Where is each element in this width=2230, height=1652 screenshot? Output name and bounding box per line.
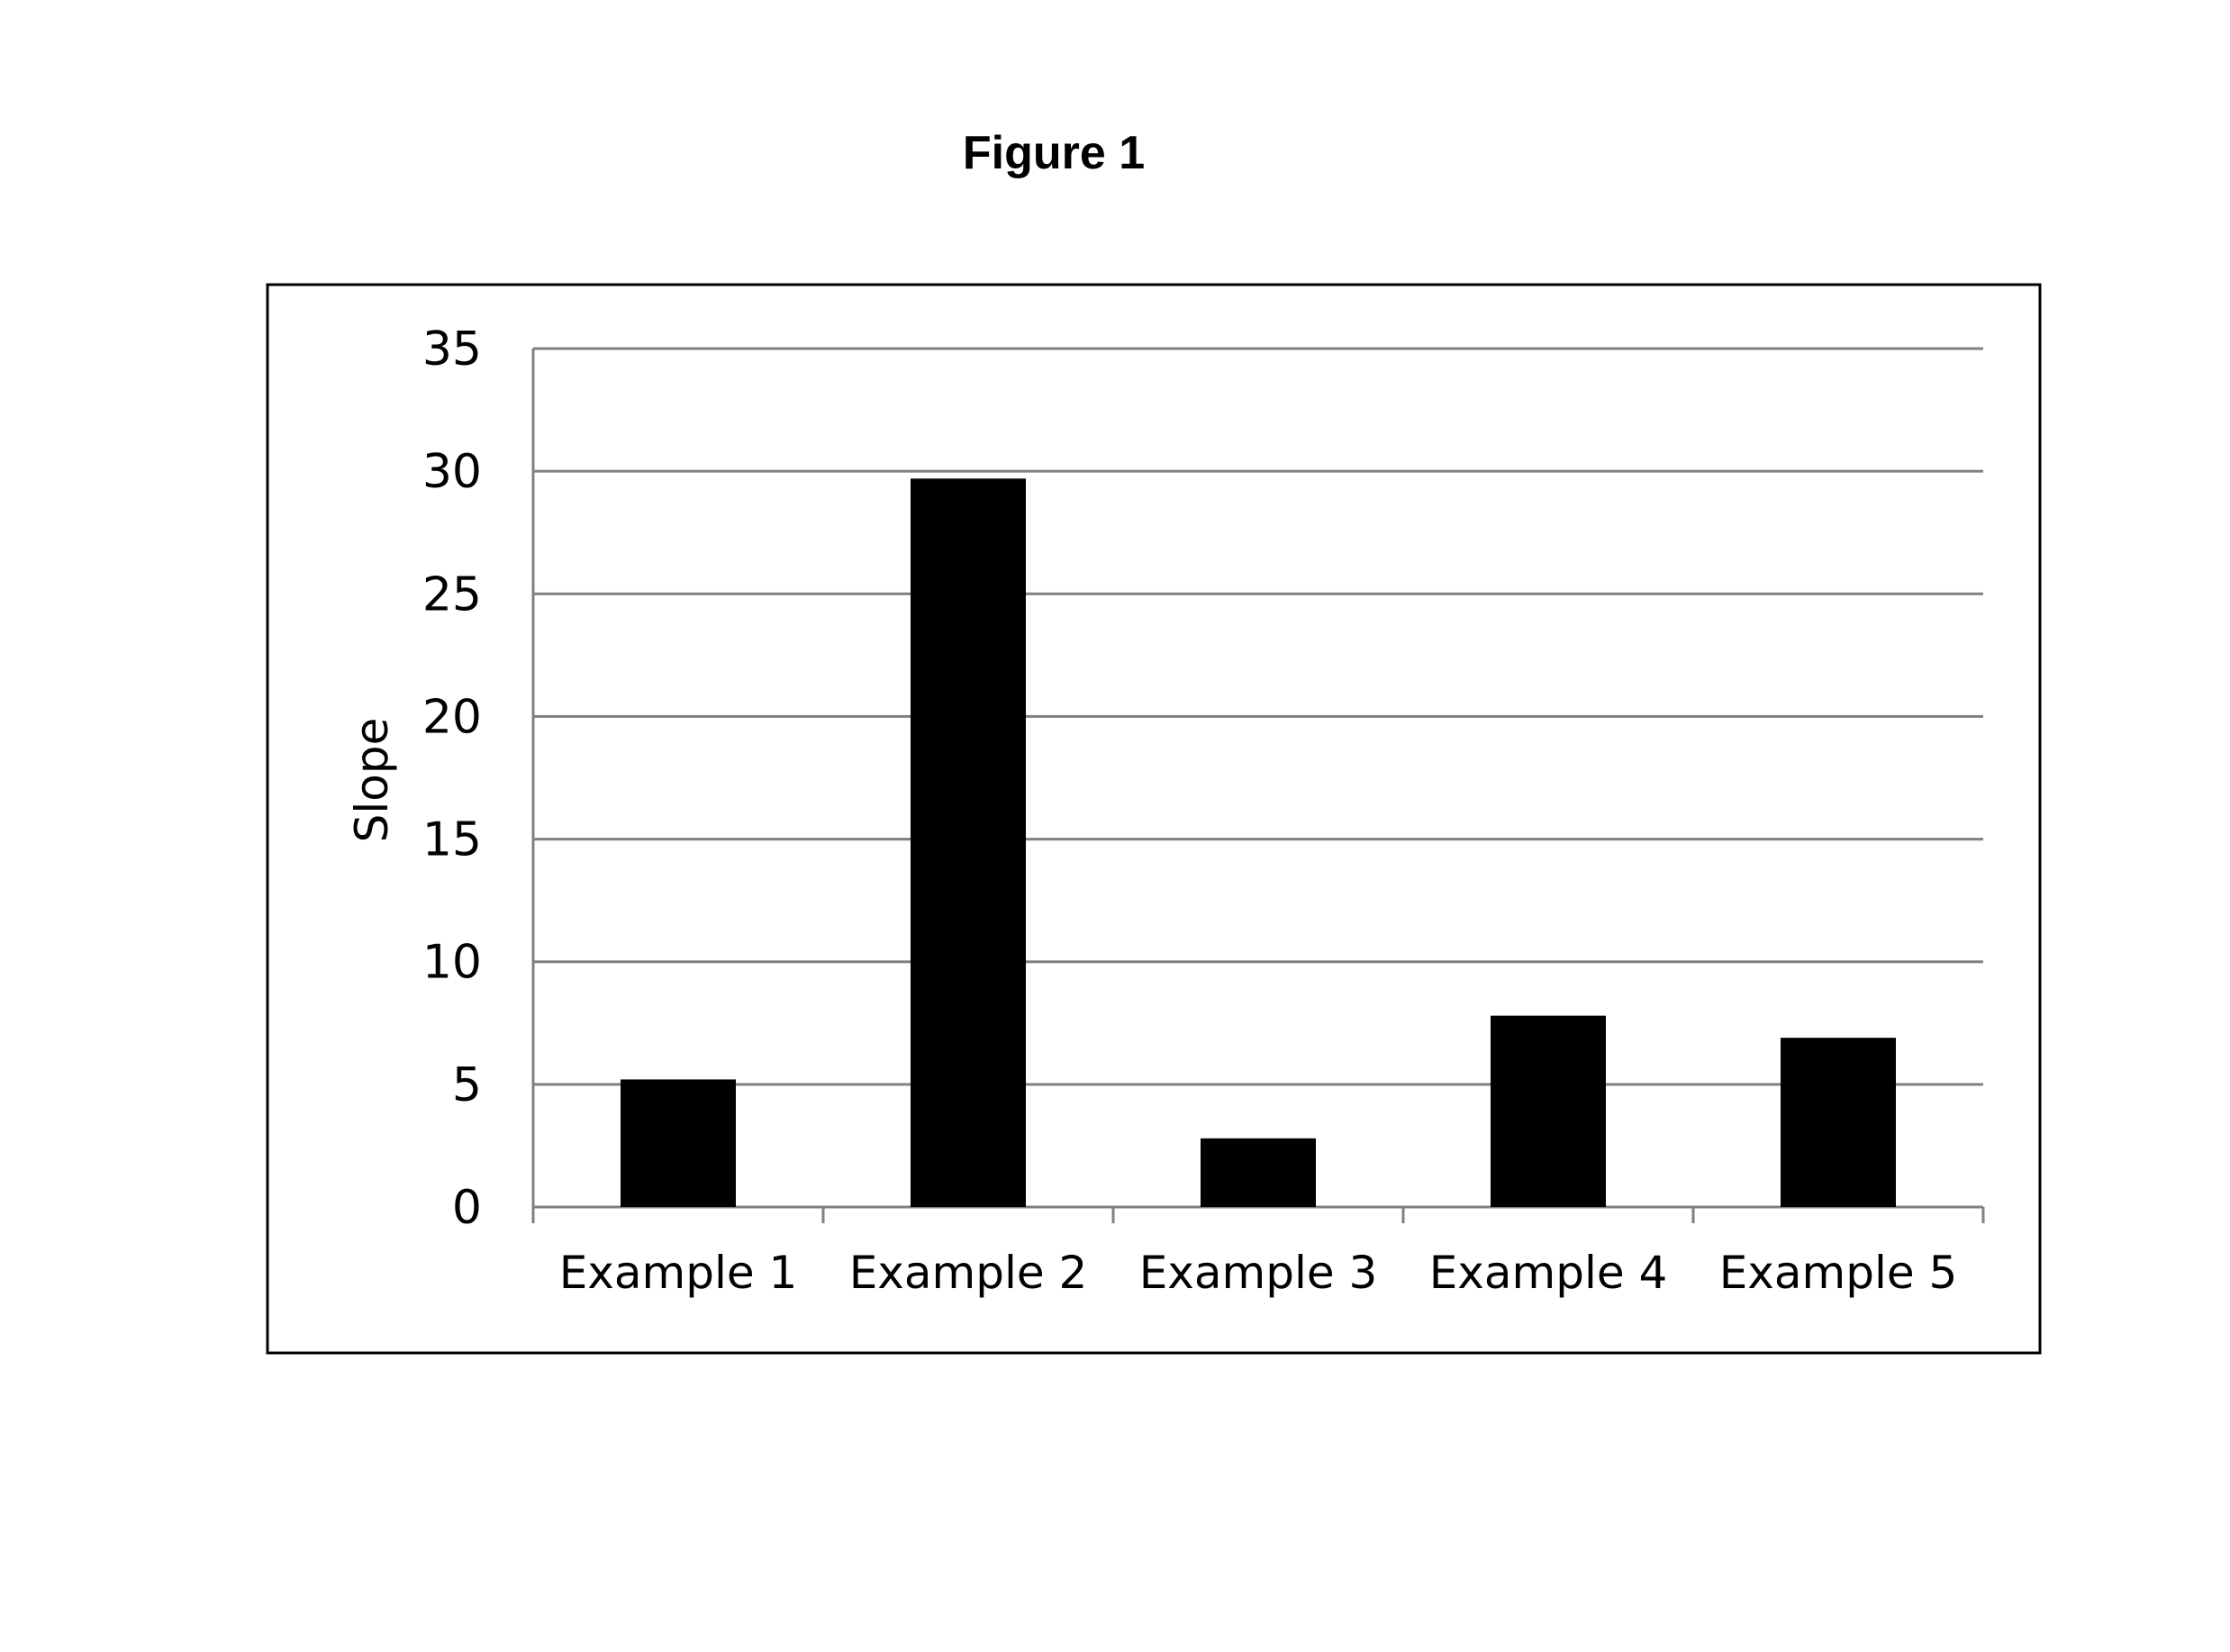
y-tick-label: 25 xyxy=(422,567,482,622)
y-tick-label: 10 xyxy=(422,936,482,990)
y-tick-label: 0 xyxy=(452,1181,482,1235)
bar-example-4 xyxy=(1491,1016,1606,1207)
bar-example-2 xyxy=(911,478,1026,1207)
bar-example-1 xyxy=(621,1079,736,1207)
bar-example-5 xyxy=(1781,1038,1896,1207)
bar-example-3 xyxy=(1201,1139,1316,1207)
x-category-label: Example 3 xyxy=(1139,1247,1378,1299)
x-category-label: Example 1 xyxy=(559,1247,798,1299)
y-tick-label: 15 xyxy=(422,813,482,867)
y-tick-label: 35 xyxy=(422,322,482,377)
y-tick-label: 5 xyxy=(452,1058,482,1112)
x-category-label: Example 2 xyxy=(849,1247,1088,1299)
y-axis-title: Slope xyxy=(346,718,398,843)
x-category-label: Example 4 xyxy=(1429,1247,1668,1299)
y-tick-label: 30 xyxy=(422,445,482,499)
y-tick-label: 20 xyxy=(422,690,482,744)
x-category-label: Example 5 xyxy=(1719,1247,1958,1299)
